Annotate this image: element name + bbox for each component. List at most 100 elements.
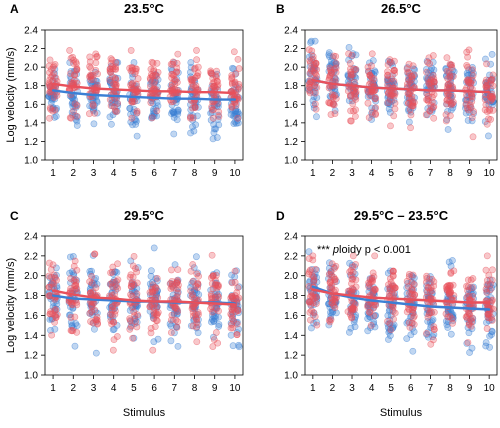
data-point	[70, 107, 77, 115]
data-point	[367, 321, 375, 329]
panel-b: B 26.5°C 1.0 1.2 1.4 1.6 1.8 2.0 2.2 2.4 1 2 3 4 5 6 7 8 9…	[276, 1, 498, 179]
data-point	[482, 76, 490, 84]
data-point	[91, 250, 99, 258]
data-point	[429, 52, 437, 59]
data-point	[484, 314, 492, 322]
data-point	[213, 134, 221, 141]
x-tick-label: 4	[369, 168, 375, 179]
data-point	[90, 120, 98, 128]
data-point	[230, 48, 238, 56]
data-point	[446, 73, 454, 81]
data-point	[385, 336, 392, 343]
x-tick-label: 7	[428, 383, 434, 394]
x-tick-label: 7	[172, 383, 178, 394]
data-point	[485, 271, 493, 279]
y-tick-label: 2.2	[284, 44, 298, 55]
data-point	[364, 63, 372, 71]
data-point	[390, 77, 398, 85]
data-point	[446, 112, 454, 120]
data-point	[350, 107, 357, 115]
data-point	[212, 73, 220, 81]
x-tick-label: 8	[192, 168, 198, 179]
data-point	[470, 110, 477, 117]
data-point	[154, 102, 162, 110]
data-point	[188, 293, 196, 301]
data-point	[470, 108, 478, 115]
data-point	[51, 113, 58, 121]
panel-letter: C	[10, 209, 19, 223]
x-axis-label: Stimulus	[380, 407, 423, 419]
data-point	[108, 56, 116, 64]
data-point	[311, 100, 319, 108]
data-point	[233, 320, 241, 328]
data-point	[390, 112, 398, 120]
data-point	[109, 346, 117, 354]
x-tick-label: 5	[131, 383, 137, 394]
panel-title: 23.5°C	[124, 1, 165, 16]
data-point	[488, 50, 496, 58]
data-point	[427, 78, 434, 86]
data-point	[235, 65, 243, 72]
data-point	[235, 83, 243, 91]
data-point	[487, 280, 494, 288]
data-point	[391, 105, 399, 113]
data-point	[73, 65, 81, 72]
data-point	[174, 266, 182, 273]
data-point	[389, 302, 396, 310]
data-point	[311, 313, 319, 320]
data-point	[369, 57, 377, 64]
y-tick-label: 1.6	[284, 311, 298, 322]
data-point	[466, 349, 473, 356]
data-point	[347, 117, 354, 125]
x-tick-label: 8	[447, 168, 453, 179]
data-point	[485, 132, 492, 140]
data-point	[193, 270, 201, 278]
data-point	[352, 283, 360, 291]
data-point	[72, 278, 80, 286]
data-point	[153, 107, 161, 115]
data-point	[215, 113, 223, 120]
data-point	[215, 321, 223, 328]
data-point	[189, 278, 197, 285]
data-point	[174, 108, 182, 116]
data-point	[114, 284, 122, 292]
data-point	[389, 267, 397, 275]
data-point	[489, 82, 497, 90]
data-point	[427, 340, 435, 348]
data-point	[348, 298, 356, 305]
data-point	[486, 332, 494, 340]
y-tick-label: 1.0	[24, 371, 38, 382]
y-tick-label: 1.0	[284, 371, 298, 382]
data-point	[190, 127, 198, 135]
data-point	[332, 59, 340, 67]
data-point	[409, 347, 417, 355]
data-point	[147, 324, 155, 332]
data-point	[170, 114, 178, 121]
data-point	[67, 114, 75, 122]
data-point	[212, 281, 220, 288]
data-point	[486, 106, 494, 113]
data-point	[167, 329, 175, 336]
x-tick-label: 1	[310, 168, 316, 179]
data-point	[369, 108, 376, 116]
data-point	[192, 253, 200, 261]
data-point	[407, 124, 414, 132]
data-point	[71, 257, 79, 265]
data-point	[370, 273, 378, 281]
y-tick-label: 2.0	[284, 63, 298, 74]
data-point	[234, 93, 242, 101]
data-point	[409, 287, 416, 294]
data-point	[390, 92, 398, 100]
data-point	[67, 275, 75, 282]
data-point	[47, 266, 55, 273]
data-point	[90, 106, 97, 113]
data-point	[442, 283, 450, 291]
data-point	[45, 283, 53, 291]
data-point	[126, 104, 134, 112]
data-point	[371, 286, 379, 294]
data-point	[87, 72, 95, 79]
data-point	[194, 112, 201, 120]
data-point	[345, 50, 353, 58]
data-point	[46, 69, 53, 76]
data-point	[147, 99, 155, 107]
